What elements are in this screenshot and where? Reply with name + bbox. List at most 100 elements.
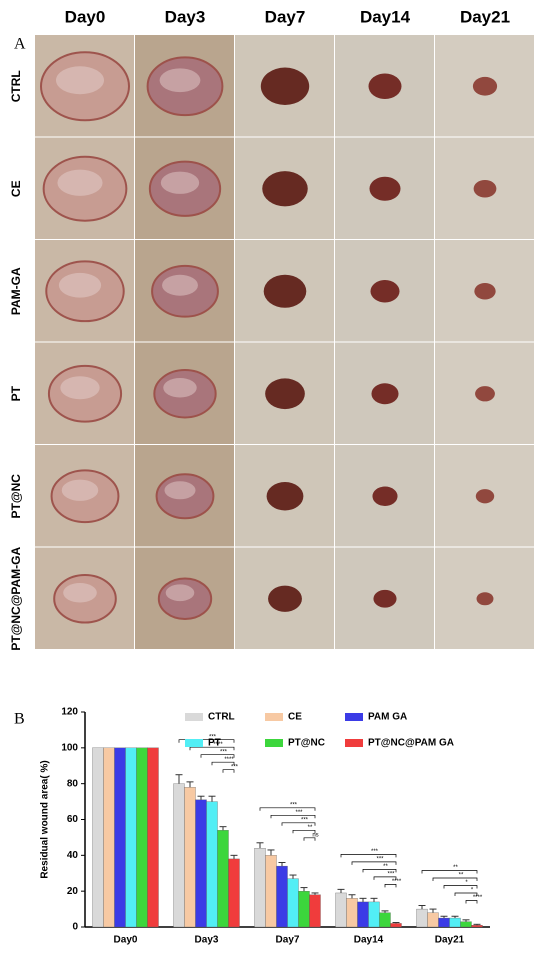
wound-area: [475, 489, 495, 504]
panel-label: B: [14, 711, 25, 728]
bar: [254, 848, 266, 928]
significance-bracket: [259, 807, 316, 811]
wound-area: [53, 573, 117, 624]
significance-bracket: [270, 814, 316, 819]
wound-area: [45, 260, 125, 323]
wound-area: [148, 160, 222, 217]
bar: [103, 747, 115, 928]
bar: [309, 894, 321, 928]
y-axis-label: Residual wound area( %): [40, 760, 51, 878]
significance-bracket: [178, 739, 235, 743]
wound-area: [153, 369, 217, 419]
bar: [335, 892, 347, 928]
wound-area: [155, 473, 215, 520]
bar: [357, 901, 369, 928]
row-label: CTRL: [9, 70, 23, 102]
wound-area: [472, 76, 498, 96]
wound-sheen: [163, 377, 197, 398]
x-tick-label: Day14: [354, 935, 384, 946]
legend-label: PAM GA: [368, 712, 407, 723]
bar: [228, 858, 240, 928]
wound-area: [475, 386, 495, 402]
legend-swatch: [345, 713, 363, 721]
wound-area: [473, 179, 497, 198]
significance-bracket: [351, 861, 397, 865]
significance-bracket: [421, 870, 478, 874]
significance-bracket: [384, 884, 397, 888]
significance-label: ns: [312, 832, 318, 838]
row-label: PT@NC: [9, 474, 23, 519]
legend-label: CE: [288, 712, 302, 723]
bar: [206, 801, 218, 928]
significance-label: ****: [473, 895, 483, 901]
row-label: PT@NC@PAM-GA: [9, 546, 23, 650]
bar: [298, 891, 310, 928]
bar: [368, 901, 380, 928]
wound-area: [146, 56, 224, 117]
wound-area: [47, 364, 123, 423]
bar: [217, 830, 229, 928]
significance-label: ***: [301, 817, 309, 823]
wound-area: [370, 280, 400, 303]
significance-bracket: [465, 900, 478, 904]
wound-area: [266, 482, 304, 511]
y-tick-label: 60: [67, 814, 79, 825]
significance-bracket: [189, 746, 235, 751]
bar: [427, 912, 439, 928]
wound-area: [371, 383, 399, 405]
wound-sheen: [63, 582, 97, 603]
bar: [346, 898, 358, 928]
bar: [147, 747, 159, 928]
significance-bracket: [200, 754, 235, 758]
significance-bracket: [432, 877, 478, 881]
legend-label: PT: [208, 738, 221, 749]
wound-sheen: [60, 376, 100, 400]
wound-area: [265, 378, 305, 410]
significance-label: ****: [392, 879, 402, 885]
significance-bracket: [211, 761, 235, 766]
wound-sheen: [61, 479, 99, 501]
wound-area: [476, 592, 494, 606]
wound-sheen: [159, 68, 201, 93]
wound-area: [50, 469, 120, 524]
legend-swatch: [185, 713, 203, 721]
bar: [438, 917, 450, 928]
significance-label: *: [471, 888, 474, 894]
significance-label: ***: [295, 810, 303, 816]
bar: [416, 908, 428, 928]
significance-label: ****: [213, 742, 223, 748]
significance-bracket: [362, 869, 397, 873]
wound-area: [260, 67, 310, 105]
bar: [379, 912, 391, 928]
bar: [390, 923, 402, 928]
significance-label: **: [459, 873, 464, 879]
significance-label: ***: [376, 856, 384, 862]
wound-area: [262, 171, 308, 207]
x-tick-label: Day21: [435, 935, 465, 946]
wound-area: [263, 274, 307, 308]
legend-label: CTRL: [208, 712, 235, 723]
bar: [195, 799, 207, 928]
wound-sheen: [160, 171, 200, 194]
legend-swatch: [185, 739, 203, 747]
significance-label: ***: [220, 749, 228, 755]
legend-swatch: [345, 739, 363, 747]
y-tick-label: 120: [61, 707, 78, 718]
wound-sheen: [164, 481, 196, 500]
y-tick-label: 40: [67, 850, 79, 861]
significance-label: **: [383, 864, 388, 870]
row-label: PAM-GA: [9, 267, 23, 315]
bar: [125, 747, 137, 928]
wound-sheen: [56, 66, 104, 95]
significance-bracket: [222, 769, 235, 773]
significance-label: **: [308, 825, 313, 831]
significance-bracket: [303, 837, 316, 841]
significance-label: **: [453, 865, 458, 871]
legend-swatch: [265, 713, 283, 721]
y-tick-label: 0: [72, 922, 78, 933]
row-label: CE: [9, 180, 23, 197]
wound-area: [42, 155, 128, 222]
column-header: Day21: [460, 7, 510, 26]
wound-area: [372, 486, 398, 506]
wound-area: [368, 73, 402, 99]
